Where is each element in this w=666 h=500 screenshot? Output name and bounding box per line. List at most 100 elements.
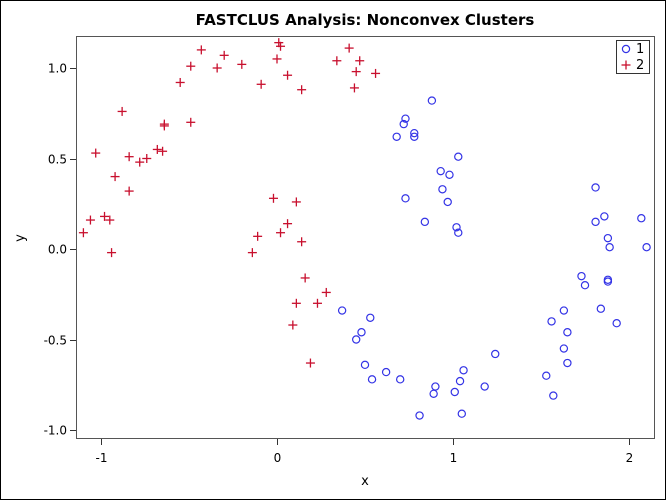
circle-marker	[360, 360, 370, 370]
y-tick-label: -1.0	[44, 424, 67, 438]
plus-marker	[91, 148, 101, 158]
plus-marker	[110, 172, 120, 182]
plus-icon	[621, 60, 631, 70]
circle-marker	[436, 166, 445, 176]
plus-marker	[78, 228, 88, 238]
plus-marker	[276, 41, 286, 51]
circle-marker	[580, 281, 590, 290]
x-tick-label: 2	[626, 451, 634, 465]
plus-marker	[196, 45, 206, 55]
plus-marker	[268, 193, 278, 203]
plus-marker	[371, 68, 381, 78]
circle-marker	[454, 228, 463, 237]
plus-marker	[291, 298, 301, 308]
circle-marker	[429, 389, 438, 398]
circle-marker	[337, 306, 347, 315]
plus-marker	[276, 228, 286, 238]
circle-marker	[603, 233, 613, 243]
circle-marker	[612, 319, 621, 328]
plus-marker	[175, 77, 185, 87]
plus-marker	[253, 231, 263, 241]
plus-marker	[124, 152, 134, 162]
circle-marker	[366, 313, 375, 322]
circle-marker	[642, 242, 651, 252]
circle-marker	[563, 358, 572, 368]
circle-marker	[454, 152, 463, 161]
circle-marker	[577, 271, 586, 281]
legend-label-2: 2	[636, 58, 644, 73]
plus-marker	[283, 70, 293, 80]
plus-marker	[300, 273, 310, 283]
circle-marker	[596, 304, 606, 313]
plus-marker	[344, 43, 354, 53]
x-axis-label: x	[361, 474, 369, 489]
plus-marker	[305, 358, 315, 368]
circle-marker	[480, 382, 489, 391]
plus-marker	[142, 154, 152, 163]
circle-marker	[559, 344, 569, 353]
y-tick-label: 0.0	[48, 243, 67, 257]
circle-marker	[452, 223, 461, 232]
circle-icon	[621, 44, 631, 54]
circle-marker	[591, 183, 600, 192]
circle-marker	[410, 132, 419, 141]
plus-marker	[332, 56, 342, 66]
plus-marker	[351, 67, 361, 77]
circle-marker	[443, 197, 452, 207]
circle-marker	[357, 328, 366, 337]
x-tick-label: 0	[274, 451, 282, 465]
circle-marker	[392, 132, 401, 141]
plus-marker	[107, 248, 117, 258]
circle-marker	[415, 411, 424, 420]
plus-marker	[85, 215, 95, 225]
legend-label-1: 1	[636, 42, 644, 57]
plus-marker	[135, 157, 145, 167]
circle-marker	[396, 375, 405, 384]
plus-marker	[237, 59, 247, 69]
plus-marker	[159, 119, 169, 129]
plus-marker	[256, 79, 266, 89]
plus-marker	[272, 54, 282, 64]
plus-marker	[117, 106, 127, 116]
circle-marker	[459, 366, 468, 375]
circle-marker	[549, 391, 558, 400]
plus-marker	[355, 56, 365, 66]
circle-marker	[547, 317, 556, 326]
circle-marker	[563, 328, 572, 337]
plus-marker	[288, 320, 298, 330]
plus-marker	[219, 50, 229, 60]
y-axis: 1.0 0.5 0.0 -0.5 -1.0	[44, 62, 76, 438]
circle-marker	[559, 306, 569, 315]
plus-marker	[186, 117, 196, 127]
circle-marker	[450, 387, 459, 397]
plus-marker	[321, 287, 331, 297]
circle-marker	[401, 194, 410, 203]
plus-marker	[291, 197, 301, 207]
circle-marker	[438, 185, 447, 194]
plus-marker	[283, 219, 293, 229]
plus-marker	[297, 85, 307, 95]
chart-title: FASTCLUS Analysis: Nonconvex Clusters	[196, 11, 535, 29]
circle-marker	[367, 375, 377, 384]
data-points	[78, 38, 651, 420]
circle-marker	[401, 114, 410, 123]
plus-marker	[212, 63, 222, 73]
plus-marker	[312, 298, 322, 308]
circle-marker	[427, 96, 437, 105]
plus-marker	[247, 248, 257, 258]
plus-marker	[297, 237, 307, 247]
circle-marker	[637, 214, 646, 223]
plus-marker	[124, 186, 134, 196]
circle-marker	[445, 170, 454, 179]
y-tick-label: 1.0	[48, 62, 67, 76]
plus-marker	[186, 61, 196, 71]
plot-area	[76, 36, 655, 439]
circle-marker	[603, 277, 613, 286]
circle-marker	[420, 217, 430, 227]
plus-marker	[349, 83, 359, 93]
x-axis: -1 0 1 2	[96, 439, 634, 465]
y-axis-label: y	[13, 234, 28, 242]
circle-marker	[491, 349, 500, 359]
circle-marker	[352, 335, 361, 344]
plus-marker	[158, 146, 168, 156]
